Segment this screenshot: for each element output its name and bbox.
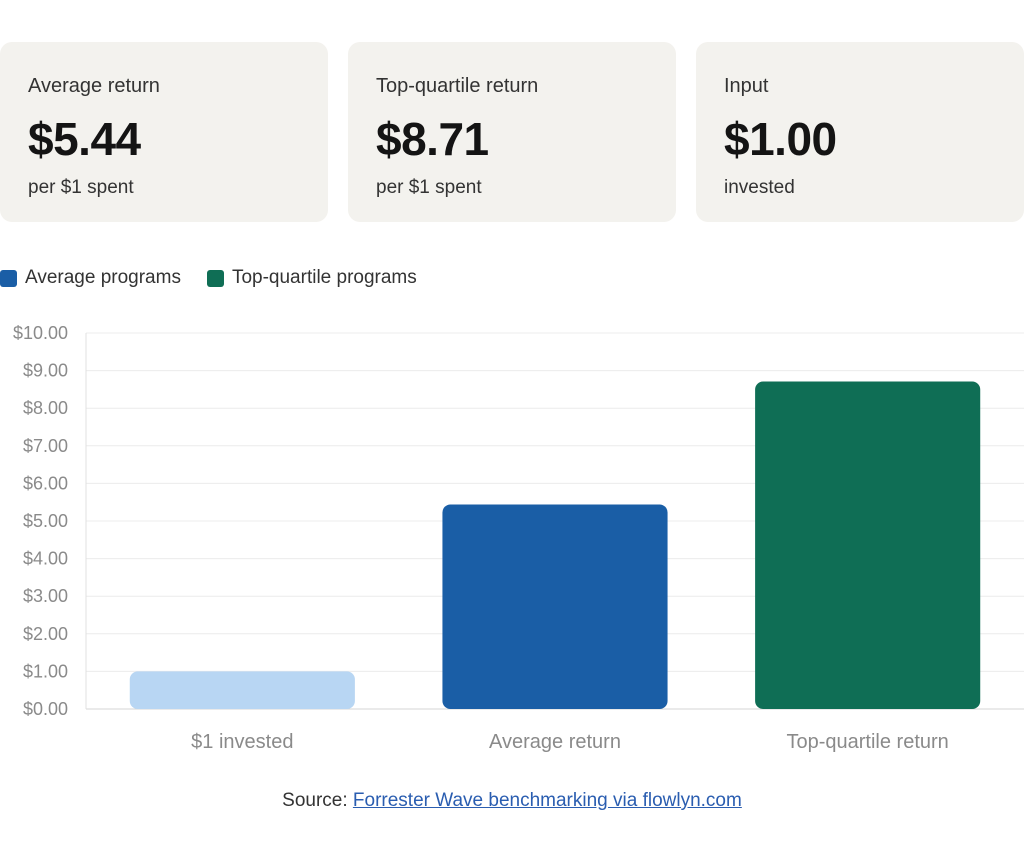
y-tick-label: $6.00 [23, 473, 68, 493]
chart-legend: Average programs Top-quartile programs [0, 266, 443, 290]
legend-label: Top-quartile programs [231, 267, 417, 288]
legend-swatch-icon [206, 269, 224, 287]
bar-top-quartile-return [755, 381, 981, 709]
legend-item-top-quartile-programs[interactable]: Top-quartile programs [206, 267, 417, 289]
stat-card-value: $1.00 [724, 113, 837, 165]
x-tick-label: $1 invested [191, 731, 293, 753]
stat-card-label: Input [724, 75, 769, 97]
stat-card-sub: per $1 spent [28, 177, 134, 198]
x-tick-label: Top-quartile return [787, 731, 949, 753]
y-tick-label: $8.00 [23, 398, 68, 418]
stat-card-input: Input $1.00 invested [696, 42, 1024, 222]
source-note: Source: Forrester Wave benchmarking via … [0, 790, 1024, 812]
y-tick-label: $7.00 [23, 436, 68, 456]
source-link[interactable]: Forrester Wave benchmarking via flowlyn.… [352, 790, 742, 811]
y-tick-label: $10.00 [13, 323, 68, 343]
stat-card-sub: invested [724, 177, 795, 198]
bar-average-return [442, 504, 668, 709]
y-tick-label: $2.00 [23, 624, 68, 644]
stat-card-top-quartile-return: Top-quartile return $8.71 per $1 spent [348, 42, 676, 222]
legend-label: Average programs [25, 267, 181, 288]
stat-card-label: Top-quartile return [376, 75, 539, 97]
y-tick-label: $1.00 [23, 661, 68, 681]
y-tick-label: $0.00 [23, 699, 68, 719]
stat-card-value: $5.44 [28, 113, 141, 165]
y-tick-label: $5.00 [23, 511, 68, 531]
bar-chart: $0.00 $1.00 $2.00 $3.00 $4.00 $5.00 $6.00 $7.00… [13, 323, 1024, 753]
x-tick-label: Average return [489, 731, 621, 753]
y-tick-label: $3.00 [23, 586, 68, 606]
legend-item-average-programs[interactable]: Average programs [0, 267, 181, 289]
legend-swatch-icon [0, 269, 17, 287]
source-prefix: Source: [282, 790, 353, 811]
stat-card-label: Average return [28, 75, 160, 97]
stat-cards: Average return $5.44 per $1 spent Top-qu… [0, 42, 1024, 222]
stat-card-value: $8.71 [376, 113, 489, 165]
stat-card-sub: per $1 spent [376, 177, 482, 198]
y-tick-label: $4.00 [23, 549, 68, 569]
y-tick-label: $9.00 [23, 361, 68, 381]
stat-card-average-return: Average return $5.44 per $1 spent [0, 42, 328, 222]
bar-1-invested [129, 671, 355, 709]
